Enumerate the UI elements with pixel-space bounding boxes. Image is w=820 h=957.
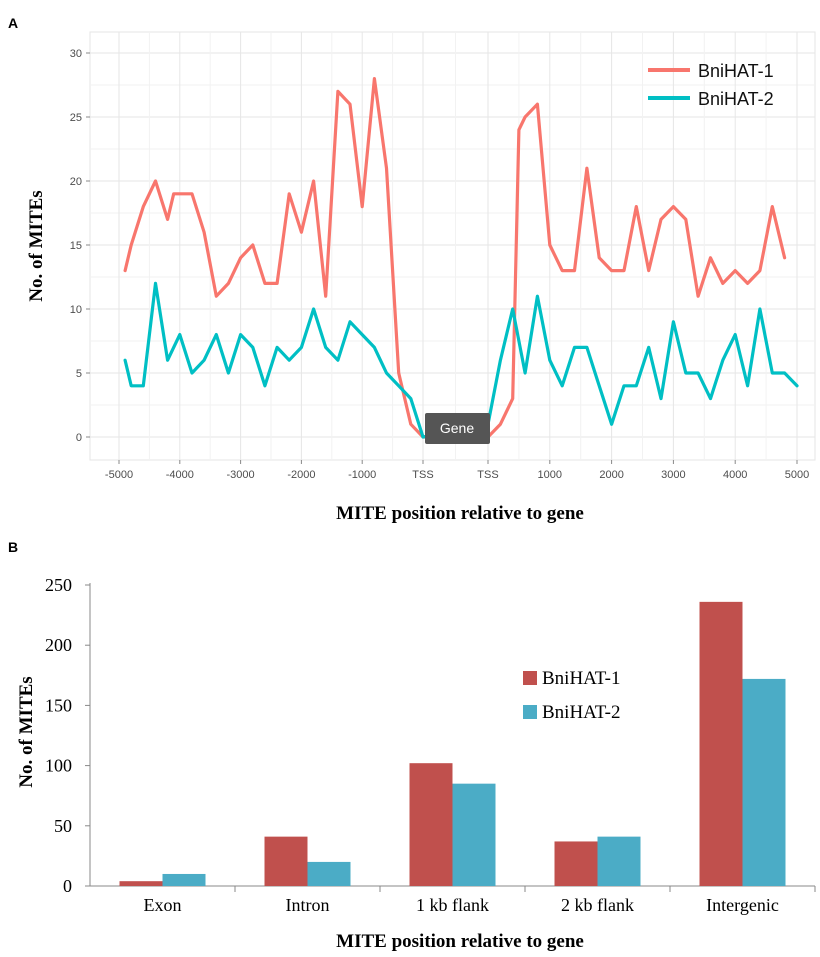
bar-intergenic-1	[699, 601, 743, 886]
y-tick-label: 30	[70, 48, 82, 60]
legend-b-label-1: BniHAT-1	[542, 668, 620, 689]
panel-a-label: A	[8, 15, 18, 31]
gene-box: Gene	[425, 413, 490, 444]
panel-a-legend: BniHAT-1 BniHAT-2	[648, 61, 774, 109]
panel-b-bars	[119, 601, 786, 886]
panel-b-y-ticks: 0 50 100 150 200 250	[45, 575, 90, 896]
panel-b-y-axis-title: No. of MITEs	[16, 676, 37, 787]
x-tick-label: Intergenic	[706, 895, 779, 915]
gene-box-label: Gene	[440, 420, 474, 436]
bar-exon-2	[162, 873, 206, 886]
x-tick-label: -1000	[348, 469, 376, 481]
panel-b-x-axis-title: MITE position relative to gene	[336, 931, 584, 952]
y-tick-label: 25	[70, 112, 82, 124]
bar-exon-1	[119, 881, 163, 886]
panel-b-x-ticks: Exon Intron 1 kb flank 2 kb flank Intergenic	[144, 886, 816, 915]
x-tick-label: -5000	[105, 469, 133, 481]
bar-1-kb-flank-1	[409, 763, 453, 886]
bar-intergenic-2	[742, 678, 786, 886]
panel-b-legend: BniHAT-1 BniHAT-2	[523, 668, 620, 723]
legend-a-label-1: BniHAT-1	[698, 61, 774, 81]
y-tick-label: 20	[70, 176, 82, 188]
y-tick-label: 0	[63, 876, 72, 896]
bar-intron-1	[264, 836, 308, 886]
x-tick-label: TSS	[412, 469, 433, 481]
y-tick-label: 150	[45, 695, 72, 715]
y-tick-label: 50	[54, 816, 72, 836]
x-tick-label: 1000	[538, 469, 562, 481]
x-tick-label: -2000	[287, 469, 315, 481]
legend-b-label-2: BniHAT-2	[542, 702, 620, 723]
y-tick-label: 10	[70, 304, 82, 316]
x-tick-label: 1 kb flank	[416, 895, 489, 915]
x-tick-label: 2000	[599, 469, 623, 481]
legend-a-label-2: BniHAT-2	[698, 89, 774, 109]
bar-1-kb-flank-2	[452, 783, 496, 886]
x-tick-label: 3000	[661, 469, 685, 481]
y-tick-label: 0	[76, 432, 82, 444]
x-tick-label: -3000	[227, 469, 255, 481]
panel-b-label: B	[8, 539, 18, 555]
y-tick-label: 250	[45, 575, 72, 595]
panel-a-plot-area	[89, 31, 816, 461]
bar-2-kb-flank-1	[554, 841, 598, 886]
x-tick-label: 4000	[723, 469, 747, 481]
legend-b-swatch-2	[523, 705, 537, 719]
panel-a-y-axis-title: No. of MITEs	[26, 190, 47, 301]
bar-2-kb-flank-2	[597, 836, 641, 886]
x-tick-label: Exon	[144, 895, 182, 915]
bar-intron-2	[307, 861, 351, 886]
x-tick-label: TSS	[477, 469, 498, 481]
panel-a-x-axis-title: MITE position relative to gene	[336, 503, 584, 524]
legend-b-swatch-1	[523, 671, 537, 685]
x-tick-label: 5000	[785, 469, 809, 481]
panel-a-y-ticks: 0 5 10 15 20 25 30	[70, 48, 90, 444]
x-tick-label: 2 kb flank	[561, 895, 634, 915]
panel-a-x-ticks: -5000 -4000 -3000 -2000 -1000 TSS TSS 1000 2000 3…	[105, 460, 809, 481]
y-tick-label: 100	[45, 756, 72, 776]
x-tick-label: Intron	[286, 895, 330, 915]
y-tick-label: 200	[45, 635, 72, 655]
y-tick-label: 5	[76, 368, 82, 380]
y-tick-label: 15	[70, 240, 82, 252]
x-tick-label: -4000	[166, 469, 194, 481]
